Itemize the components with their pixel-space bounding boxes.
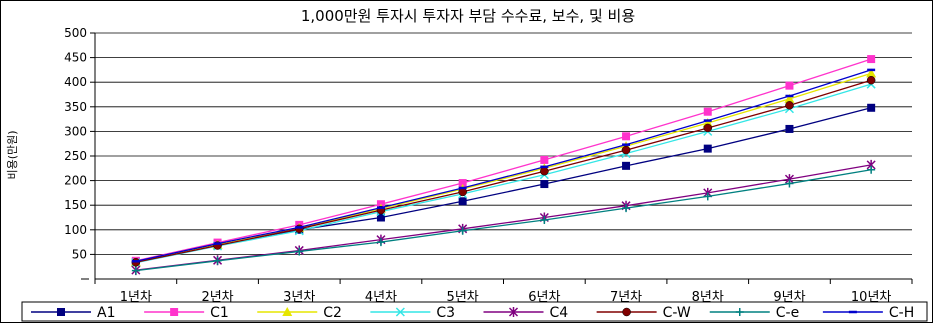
legend-label: C4: [550, 305, 569, 321]
data-point: [622, 161, 631, 170]
data-point: [621, 145, 631, 155]
data-point: [622, 307, 631, 317]
legend-item-c-w: C-W: [596, 305, 691, 321]
data-point: [295, 247, 304, 256]
data-point: [867, 165, 876, 174]
legend-item-c-h: C-H: [822, 305, 914, 321]
data-point: [395, 307, 405, 317]
data-point: [867, 55, 876, 64]
series-line: [135, 164, 872, 271]
y-tick-label: 350: [64, 100, 87, 114]
x-tick-label: 4년차: [365, 290, 397, 305]
series-line: [135, 79, 872, 263]
legend-item-c4: C4: [483, 305, 569, 321]
data-point: [784, 93, 795, 103]
data-point: [785, 124, 794, 133]
data-point: [785, 101, 794, 110]
data-point: [622, 132, 631, 141]
legend-label: C1: [210, 305, 229, 321]
data-point: [866, 75, 876, 85]
legend-item-c2: C2: [257, 305, 342, 321]
y-tick-label: 450: [64, 51, 87, 65]
series-line: [135, 169, 872, 272]
series-line: [135, 72, 872, 263]
x-tick-label: 3년차: [283, 290, 315, 305]
legend-item-c1: C1: [144, 305, 229, 321]
data-point: [458, 226, 467, 235]
legend-label: A1: [97, 305, 115, 321]
x-tick-label: 8년차: [692, 290, 724, 305]
x-tick-label: 2년차: [201, 290, 233, 305]
data-point: [622, 204, 631, 213]
x-tick-label: 1년차: [120, 290, 152, 305]
data-point: [540, 167, 549, 176]
x-tick-label: 7년차: [610, 290, 642, 305]
x-axis-ticks: 1년차 2년차 3년차 4년차 5년차 6년차 7년차 8년차 9년차 10년차: [94, 279, 913, 305]
legend-item-c-e: C-e: [709, 305, 799, 321]
series-lines: [130, 55, 877, 276]
data-point: [508, 307, 519, 317]
series-c-e: [131, 165, 876, 275]
data-point: [735, 308, 744, 316]
data-point: [282, 307, 293, 316]
data-point: [703, 107, 712, 116]
legend-item-c3: C3: [370, 305, 455, 321]
data-point: [170, 308, 179, 316]
data-point: [213, 256, 222, 265]
legend-box: [21, 301, 928, 322]
data-point: [376, 238, 385, 247]
legend: A1 C1 C2 C3 C4 C-W C-e C-H: [21, 301, 928, 322]
y-tick-label: 500: [64, 26, 87, 40]
data-point: [785, 179, 794, 188]
y-tick-label: 300: [64, 124, 87, 138]
x-tick-label: 5년차: [447, 290, 479, 305]
legend-label: C2: [323, 305, 342, 321]
y-tick-label: 400: [64, 75, 87, 89]
data-point: [458, 179, 467, 188]
legend-label: C-H: [889, 305, 914, 321]
legend-label: C-e: [776, 305, 799, 321]
data-point: [703, 123, 712, 133]
series-c-h: [131, 68, 876, 263]
legend-label: C3: [436, 305, 455, 321]
data-point: [540, 215, 549, 224]
series-line: [135, 69, 872, 262]
data-point: [131, 266, 140, 275]
data-point: [540, 155, 549, 164]
data-point: [867, 103, 876, 112]
y-tick-label: 250: [64, 149, 87, 163]
data-point: [540, 180, 549, 189]
y-axis-label: 비용(만원): [6, 130, 19, 179]
data-point: [703, 144, 712, 153]
y-tick-label: 100: [64, 223, 87, 237]
gridlines: [95, 32, 912, 255]
data-point: [376, 213, 385, 222]
x-tick-label: 10년차: [851, 290, 892, 305]
data-point: [703, 192, 712, 201]
y-axis-ticks: 50 100 150 200 250 300 350 400 450 500: [64, 26, 95, 280]
y-tick-label: 150: [64, 198, 87, 212]
x-tick-label: 9년차: [773, 290, 805, 305]
legend-label: C-W: [663, 305, 691, 321]
legend-item-a1: A1: [31, 305, 115, 321]
y-tick-label: 200: [64, 174, 87, 188]
data-point: [458, 197, 467, 206]
chart-title: 1,000만원 투자시 투자자 부담 수수료, 보수, 및 비용: [301, 7, 635, 25]
data-point: [785, 81, 794, 90]
y-tick-label: 50: [72, 247, 87, 261]
x-tick-label: 6년차: [528, 290, 560, 305]
series-line: [135, 83, 872, 264]
data-point: [57, 308, 65, 316]
series-line: [135, 58, 872, 262]
data-point: [866, 68, 877, 78]
